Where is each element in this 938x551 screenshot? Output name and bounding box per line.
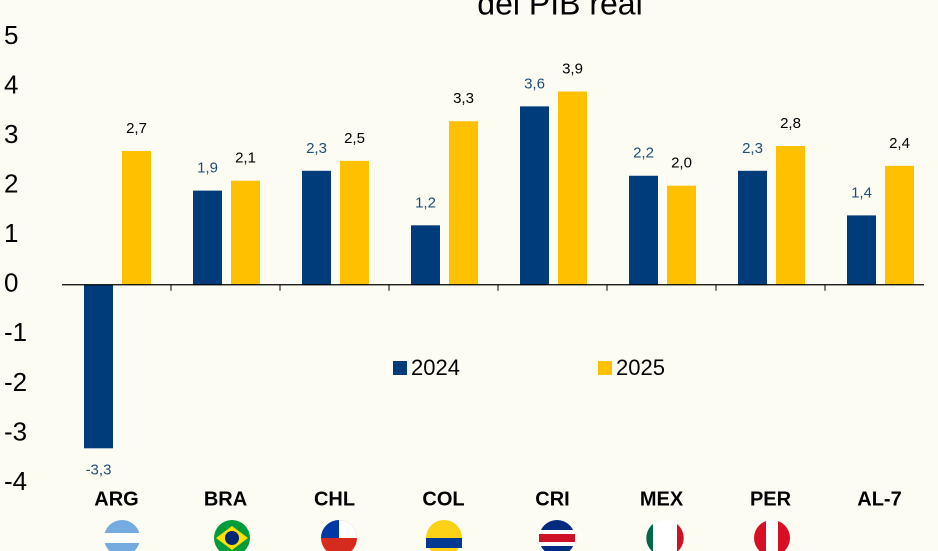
bar [629,175,658,285]
value-label: 1,4 [851,184,872,201]
bar [667,185,696,285]
value-label: 1,9 [197,160,218,177]
y-tick-label: -4 [4,466,27,496]
bar [558,91,587,285]
flag-stripe [426,538,462,548]
value-label: 2,7 [126,120,147,137]
value-label: 2,4 [889,135,910,152]
flag-stripe [104,533,140,543]
bar [776,146,805,285]
bar [520,106,549,285]
flag-stripe [766,520,778,551]
flag-globe [225,531,239,545]
value-label: 1,2 [415,194,436,211]
flag-stripe [677,524,684,551]
chart-title: del PIB real [477,0,642,21]
flags [104,520,790,551]
legend-label: 2024 [411,355,460,380]
value-label: 2,8 [780,115,801,132]
value-label: 2,3 [742,140,763,157]
value-label: 3,6 [524,75,545,92]
y-tick-label: 2 [4,169,18,199]
y-tick-label: 5 [4,20,18,50]
y-tick-label: 0 [4,268,18,298]
y-tick-label: 4 [4,69,18,99]
bar [411,225,440,285]
x-tick-label: BRA [204,488,247,510]
legend-swatch [598,361,612,375]
y-tick-label: 3 [4,119,18,149]
flag-canton [321,520,339,538]
bar [84,284,113,449]
value-label: 2,5 [344,130,365,147]
value-label: 2,1 [235,150,256,167]
value-label: 3,9 [562,60,583,77]
x-tick-label: CHL [314,488,355,510]
x-tick-label: AL-7 [857,488,901,510]
value-label: 3,3 [453,90,474,107]
flag-stripe [539,534,575,542]
value-label: 2,2 [633,145,654,162]
bar [738,170,767,285]
legend-label: 2025 [616,355,665,380]
y-tick-label: -2 [4,367,27,397]
value-label: 2,3 [306,140,327,157]
bar [449,121,478,285]
bar [231,180,260,285]
x-tick-label: ARG [94,488,138,510]
y-tick-label: -1 [4,317,27,347]
y-tick-label: 1 [4,218,18,248]
flag-stripe [646,524,653,551]
x-tick-label: CRI [535,488,569,510]
legend-swatch [393,361,407,375]
bar [193,190,222,285]
y-tick-label: -3 [4,416,27,446]
x-tick-label: COL [422,488,464,510]
bar [885,165,914,285]
bar [847,215,876,285]
x-tick-label: MEX [640,488,684,510]
bar [122,150,151,285]
value-label: -3,3 [86,461,112,478]
bar [340,160,369,285]
value-label: 2,0 [671,155,692,172]
flag [647,520,683,551]
bar [302,170,331,285]
x-tick-label: PER [750,488,792,510]
